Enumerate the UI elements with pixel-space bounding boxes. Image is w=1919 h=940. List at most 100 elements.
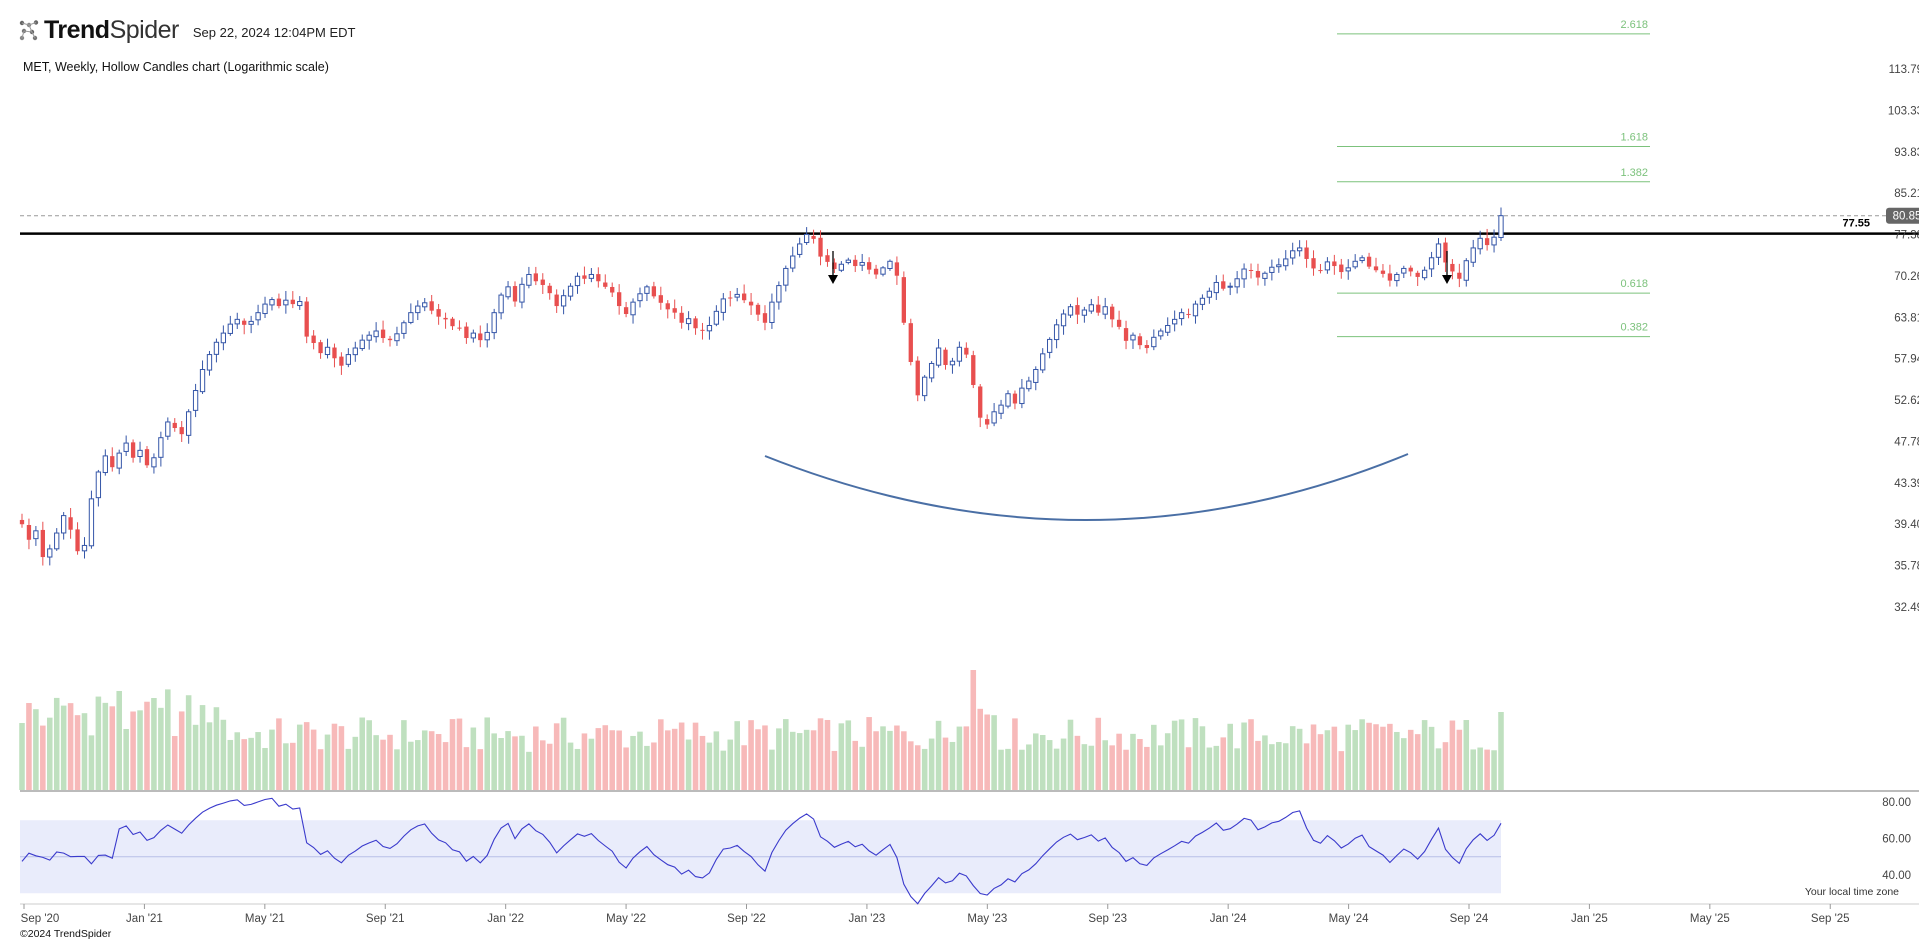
- candle-body-hollow: [408, 312, 414, 323]
- rsi-pane: 80.00 60.00 40.00: [20, 797, 1911, 905]
- volume-bar: [1157, 745, 1164, 790]
- volume-bar: [421, 730, 428, 790]
- time-tick-label: Sep '21: [366, 913, 405, 925]
- volume-bar: [192, 724, 199, 790]
- volume-bar: [1421, 720, 1428, 790]
- candle-body-hollow: [1283, 258, 1289, 267]
- candle-body-hollow: [352, 347, 358, 356]
- rounded-bottom-arc: [764, 453, 1409, 521]
- candle-body-hollow: [491, 312, 497, 334]
- candle-body-hollow: [185, 411, 192, 436]
- candle-body-hollow: [1296, 247, 1303, 252]
- volume-bar: [359, 717, 366, 790]
- candle-body-hollow: [1324, 261, 1331, 271]
- brand-bold-text: Trend: [44, 16, 110, 44]
- candle-body-filled: [582, 275, 587, 279]
- volume-bar: [449, 719, 456, 790]
- volume-bar: [1407, 729, 1414, 790]
- volume-bar: [1116, 733, 1122, 790]
- candle-body-hollow: [498, 294, 504, 314]
- volume-bars: [19, 670, 1504, 790]
- candle-body-hollow: [366, 334, 372, 341]
- volume-bar: [1414, 734, 1421, 790]
- arrow-down-icon: [828, 275, 838, 284]
- price-tick-label: 35.78: [1894, 561, 1919, 573]
- candle-body-hollow: [1033, 369, 1039, 383]
- candle-body-hollow: [991, 411, 997, 424]
- volume-bar: [317, 749, 324, 790]
- volume-bar: [380, 739, 386, 790]
- volume-bar: [1164, 733, 1171, 790]
- candle-body-hollow: [199, 369, 206, 393]
- time-tick-label: May '22: [606, 913, 646, 925]
- candle-body-hollow: [769, 301, 775, 324]
- volume-bar: [1442, 742, 1449, 790]
- candle-body-filled: [693, 318, 698, 329]
- candle-body-filled: [1110, 306, 1115, 320]
- volume-bar: [1046, 740, 1053, 790]
- volume-bar: [428, 731, 435, 790]
- volume-bar: [553, 723, 560, 790]
- volume-bar: [1171, 720, 1178, 790]
- candle-body-hollow: [887, 260, 893, 270]
- volume-bar: [241, 739, 247, 790]
- candle-body-hollow: [1060, 313, 1067, 327]
- volume-bar: [352, 736, 359, 790]
- candle-body-hollow: [845, 259, 851, 264]
- volume-bar: [803, 729, 810, 790]
- volume-bar: [1303, 743, 1310, 790]
- price-tick-label: 77.38: [1894, 230, 1919, 242]
- volume-bar: [123, 728, 129, 790]
- volume-bar: [283, 743, 289, 790]
- volume-bar: [484, 717, 491, 790]
- rsi-tick-label: 80.00: [1882, 797, 1911, 809]
- chart-subtitle: MET, Weekly, Hollow Candles chart (Logar…: [23, 60, 329, 74]
- candle-body-hollow: [783, 267, 789, 286]
- price-tick-label: 32.49: [1894, 602, 1919, 614]
- candle-body-hollow: [1081, 309, 1088, 316]
- volume-bar: [262, 747, 268, 790]
- volume-bar: [151, 698, 157, 790]
- volume-bar: [1470, 749, 1477, 790]
- candle-body-hollow: [526, 273, 532, 286]
- fib-level-label: 2.618: [1620, 19, 1648, 31]
- volume-bar: [88, 735, 95, 790]
- volume-bar: [685, 739, 692, 790]
- volume-bar: [1366, 722, 1372, 790]
- rounded-bottom-curve: [764, 453, 1409, 521]
- candle-body-hollow: [803, 233, 810, 244]
- candle-body-filled: [339, 356, 344, 366]
- volume-bar: [26, 703, 32, 790]
- volume-bar: [1213, 745, 1220, 790]
- volume-bar: [1484, 749, 1490, 790]
- candle-body-filled: [596, 274, 601, 282]
- volume-bar: [595, 728, 602, 790]
- volume-bar: [1185, 747, 1192, 790]
- volume-bar: [859, 746, 865, 790]
- candle-body-hollow: [1206, 290, 1213, 298]
- volume-bar: [1081, 744, 1088, 790]
- candle-body-hollow: [1227, 285, 1233, 288]
- candle-body-filled: [873, 268, 879, 275]
- volume-bar: [130, 711, 136, 790]
- volume-bar: [1109, 745, 1115, 790]
- volume-bar: [303, 722, 310, 790]
- volume-bar: [664, 730, 671, 790]
- volume-bar: [296, 724, 303, 790]
- candle-body-hollow: [859, 261, 865, 266]
- candle-body-hollow: [47, 548, 53, 558]
- volume-bar: [158, 707, 164, 790]
- volume-bar: [602, 725, 609, 790]
- volume-bar: [567, 742, 574, 790]
- candle-body-filled: [554, 294, 559, 307]
- volume-bar: [692, 722, 699, 790]
- volume-bar: [248, 737, 254, 790]
- candle-body-hollow: [1199, 297, 1206, 305]
- volume-bar: [470, 727, 477, 790]
- candle-body-filled: [179, 427, 184, 435]
- candle-body-hollow: [373, 330, 379, 338]
- volume-bar: [1491, 750, 1497, 790]
- rsi-tick-label: 60.00: [1882, 834, 1911, 846]
- volume-bar: [1324, 730, 1331, 790]
